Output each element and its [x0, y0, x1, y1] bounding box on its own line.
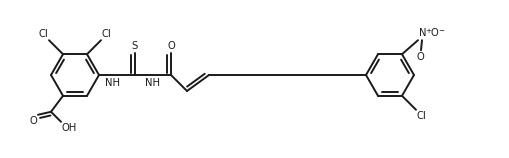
Text: O: O — [430, 28, 438, 38]
Text: NH: NH — [145, 78, 160, 88]
Text: O: O — [415, 52, 423, 62]
Text: O: O — [29, 116, 37, 126]
Text: NH: NH — [105, 78, 120, 88]
Text: Cl: Cl — [102, 29, 111, 39]
Text: Cl: Cl — [416, 111, 426, 121]
Text: O: O — [167, 41, 175, 51]
Text: +: + — [424, 28, 430, 34]
Text: S: S — [132, 41, 138, 51]
Text: N: N — [418, 28, 426, 38]
Text: Cl: Cl — [38, 29, 48, 39]
Text: OH: OH — [62, 123, 77, 133]
Text: −: − — [437, 28, 443, 34]
